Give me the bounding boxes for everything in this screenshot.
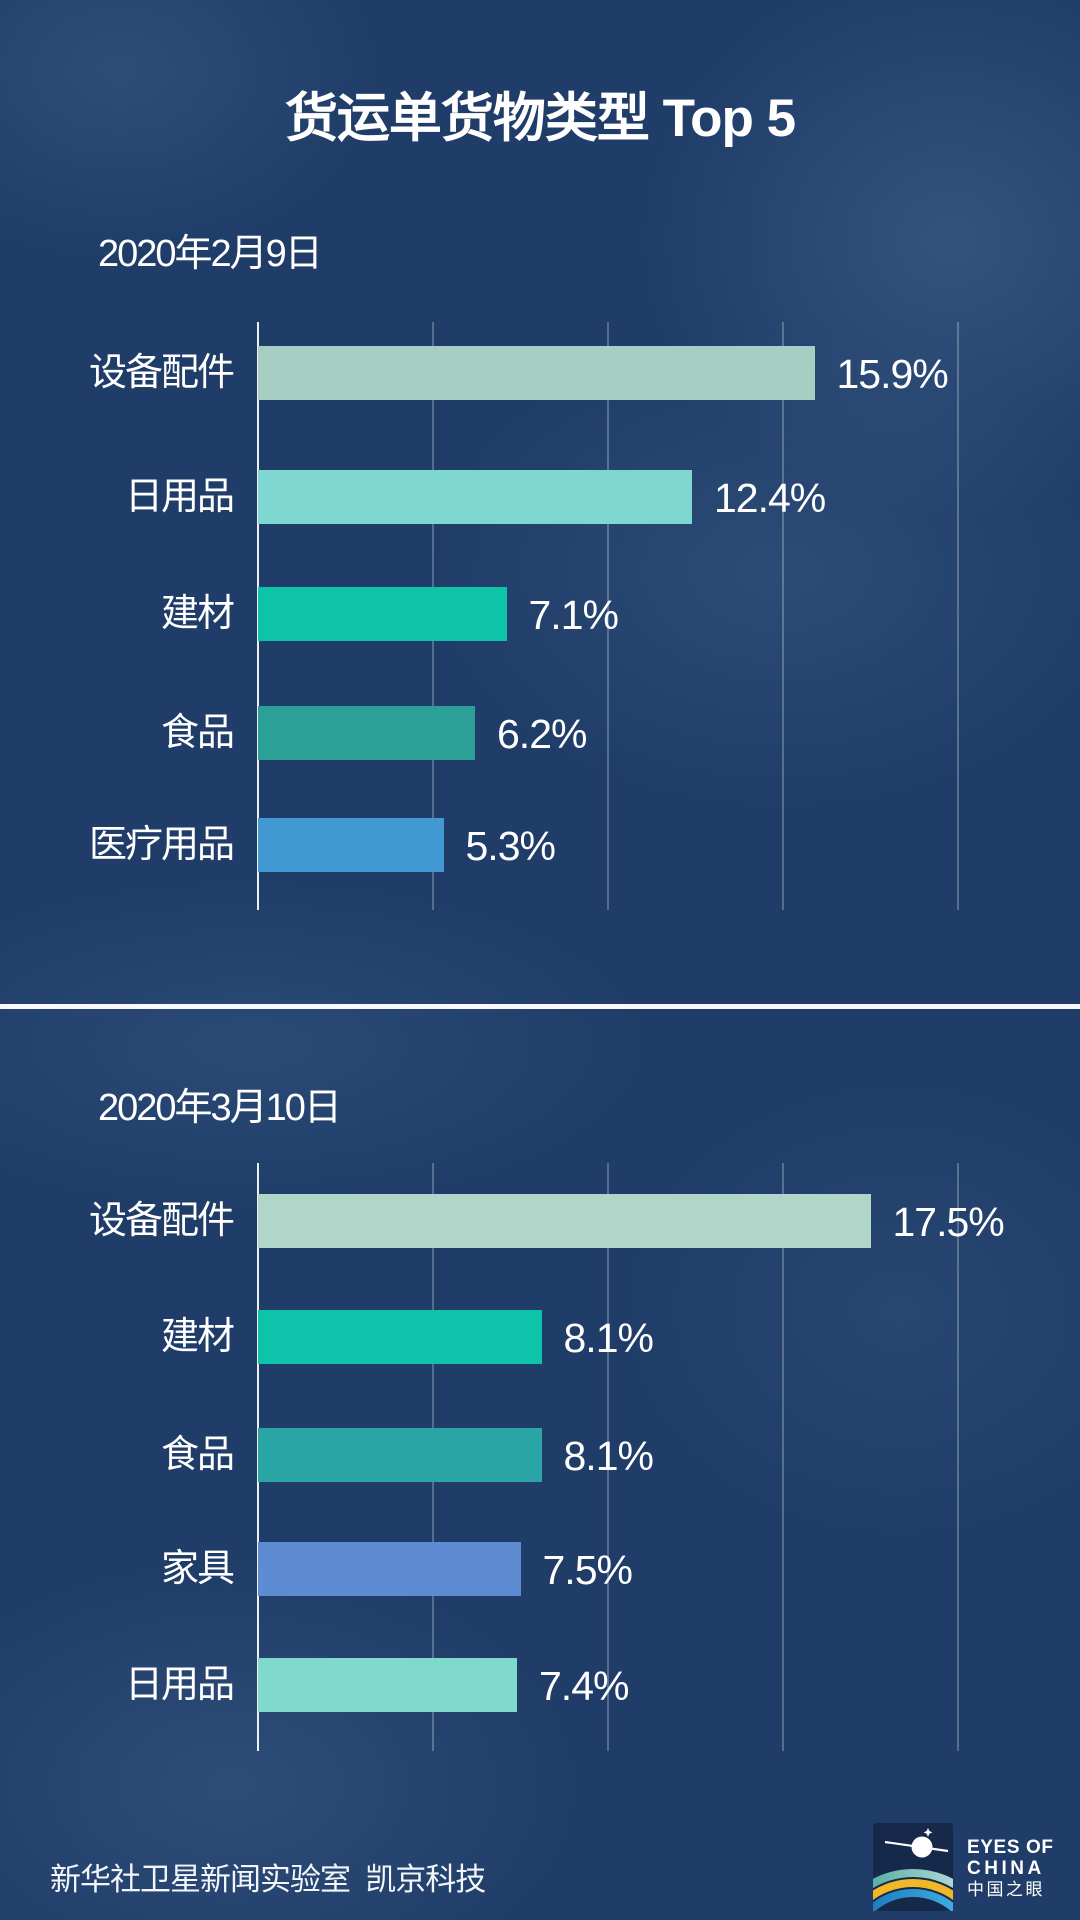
eyes-of-china-logo-text: EYES OF CHINA 中国之眼 [967,1837,1080,1899]
bar [258,587,507,641]
value-label: 5.3% [465,823,556,869]
category-label: 食品 [160,712,235,754]
bar [258,470,692,524]
bar-row: 设备配件 17.5% [0,1194,1080,1248]
gridline [607,322,609,910]
bar-row: 家具 7.5% [0,1542,1080,1596]
bg-texture-blob [0,880,650,1210]
value-label: 12.4% [714,475,826,521]
bar [258,1310,542,1364]
value-label: 7.4% [539,1663,629,1709]
logo-text-line3: 中国之眼 [967,1880,1045,1899]
bar [258,818,444,872]
logo-text-line2: CHINA [967,1858,1045,1879]
bar-row: 设备配件 15.9% [0,346,1080,400]
bar-row: 日用品 7.4% [0,1658,1080,1712]
category-label: 食品 [160,1434,235,1476]
category-label: 设备配件 [88,1200,235,1242]
bar [258,1428,542,1482]
value-label: 8.1% [563,1315,654,1361]
category-label: 日用品 [124,1664,235,1706]
bar-row: 建材 7.1% [0,587,1080,641]
bar-row: 食品 6.2% [0,706,1080,760]
chart1-date-label: 2020年2月9日 [98,233,323,275]
bar [258,1194,871,1248]
category-label: 建材 [160,1316,235,1358]
bar-row: 医疗用品 5.3% [0,818,1080,872]
eyes-of-china-logo-icon [873,1823,953,1911]
category-label: 家具 [160,1548,235,1590]
bar [258,346,815,400]
gridline [957,322,959,910]
footer-credit-text: 新华社卫星新闻实验室 凯京科技 [50,1862,486,1897]
value-label: 8.1% [563,1433,654,1479]
bar-row: 日用品 12.4% [0,470,1080,524]
chart1-plot-area: 设备配件 15.9% 日用品 12.4% 建材 7.1% 食品 6.2% 医疗用品 5.3% [0,322,1080,910]
gridline [782,322,784,910]
bar [258,706,475,760]
gridline [957,1163,959,1751]
category-label: 建材 [160,593,235,635]
gridline [782,1163,784,1751]
bar [258,1542,521,1596]
chart2-plot-area: 设备配件 17.5% 建材 8.1% 食品 8.1% 家具 7.5% 日用品 7.4% [0,1163,1080,1751]
value-label: 17.5% [892,1199,1005,1245]
bar-row: 建材 8.1% [0,1310,1080,1364]
value-label: 6.2% [497,711,587,757]
category-label: 医疗用品 [88,824,235,866]
section-divider-line [0,1004,1080,1009]
category-label: 设备配件 [88,352,235,394]
value-label: 7.1% [528,592,619,638]
value-label: 7.5% [542,1547,633,1593]
page-title: 货运单货物类型 Top 5 [284,89,796,148]
value-label: 15.9% [836,351,949,397]
category-label: 日用品 [124,476,235,518]
logo-text-line1: EYES OF [967,1837,1054,1858]
chart2-date-label: 2020年3月10日 [98,1087,342,1129]
bar-row: 食品 8.1% [0,1428,1080,1482]
gridline [607,1163,609,1751]
bar [258,1658,517,1712]
